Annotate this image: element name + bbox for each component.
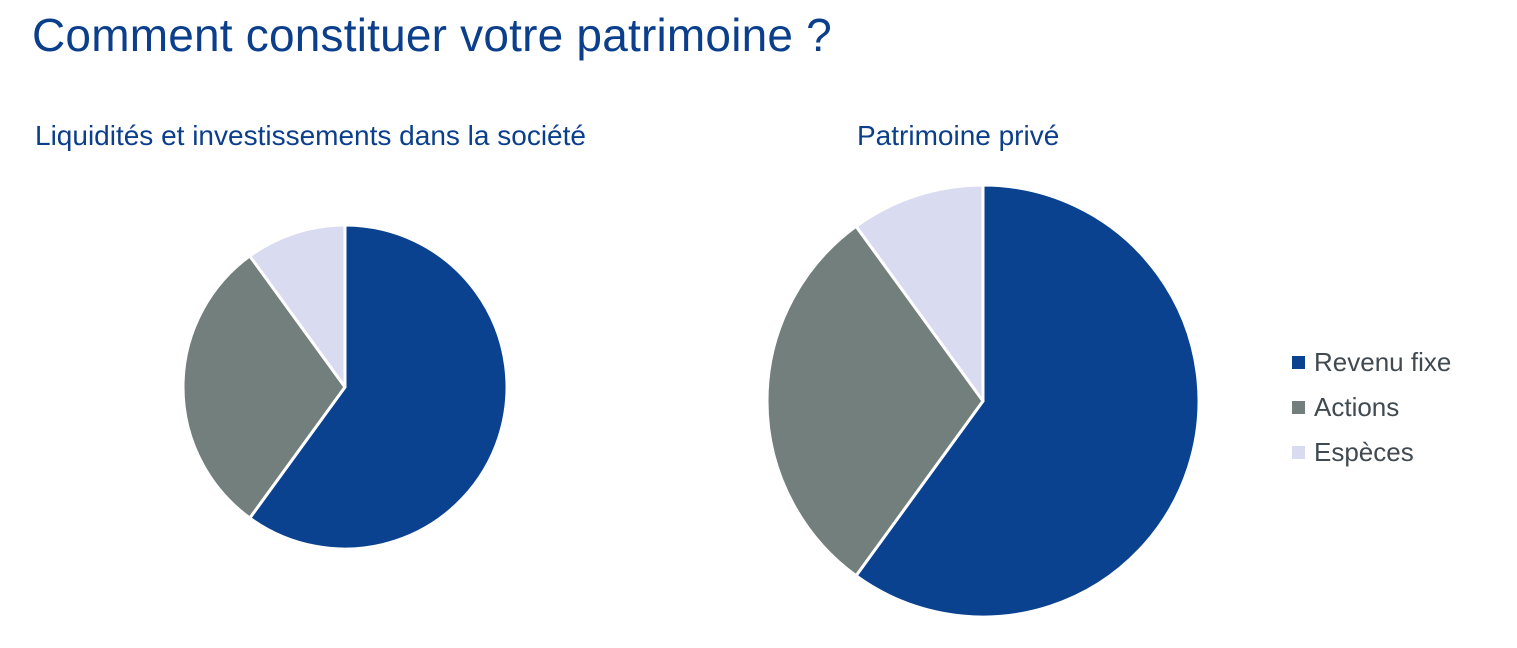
chart-title-company: Liquidités et investissements dans la so…	[35, 120, 586, 151]
pie-slice-revenu-fixe-company	[248, 223, 509, 551]
page-title: Comment constituer votre patrimoine ?	[32, 9, 832, 61]
legend-label: Actions	[1314, 392, 1400, 422]
chart-title-private: Patrimoine privé	[857, 120, 1060, 151]
legend-label: Revenu fixe	[1314, 347, 1452, 377]
pie-slice-especes-company	[248, 223, 347, 389]
legend-item-especes: Espèces	[1292, 430, 1451, 475]
legend-swatch	[1292, 356, 1305, 369]
pie-slice-especes-private	[854, 183, 985, 403]
legend-swatch	[1292, 401, 1305, 414]
legend-swatch	[1292, 446, 1305, 459]
legend: Revenu fixe Actions Espèces	[1292, 340, 1451, 475]
pie-slice-revenu-fixe-private	[854, 183, 1201, 619]
pie-slice-actions-private	[765, 224, 985, 578]
legend-item-actions: Actions	[1292, 385, 1451, 430]
legend-label: Espèces	[1314, 437, 1414, 467]
legend-item-revenu-fixe: Revenu fixe	[1292, 340, 1451, 385]
pie-slice-actions-company	[181, 254, 347, 520]
